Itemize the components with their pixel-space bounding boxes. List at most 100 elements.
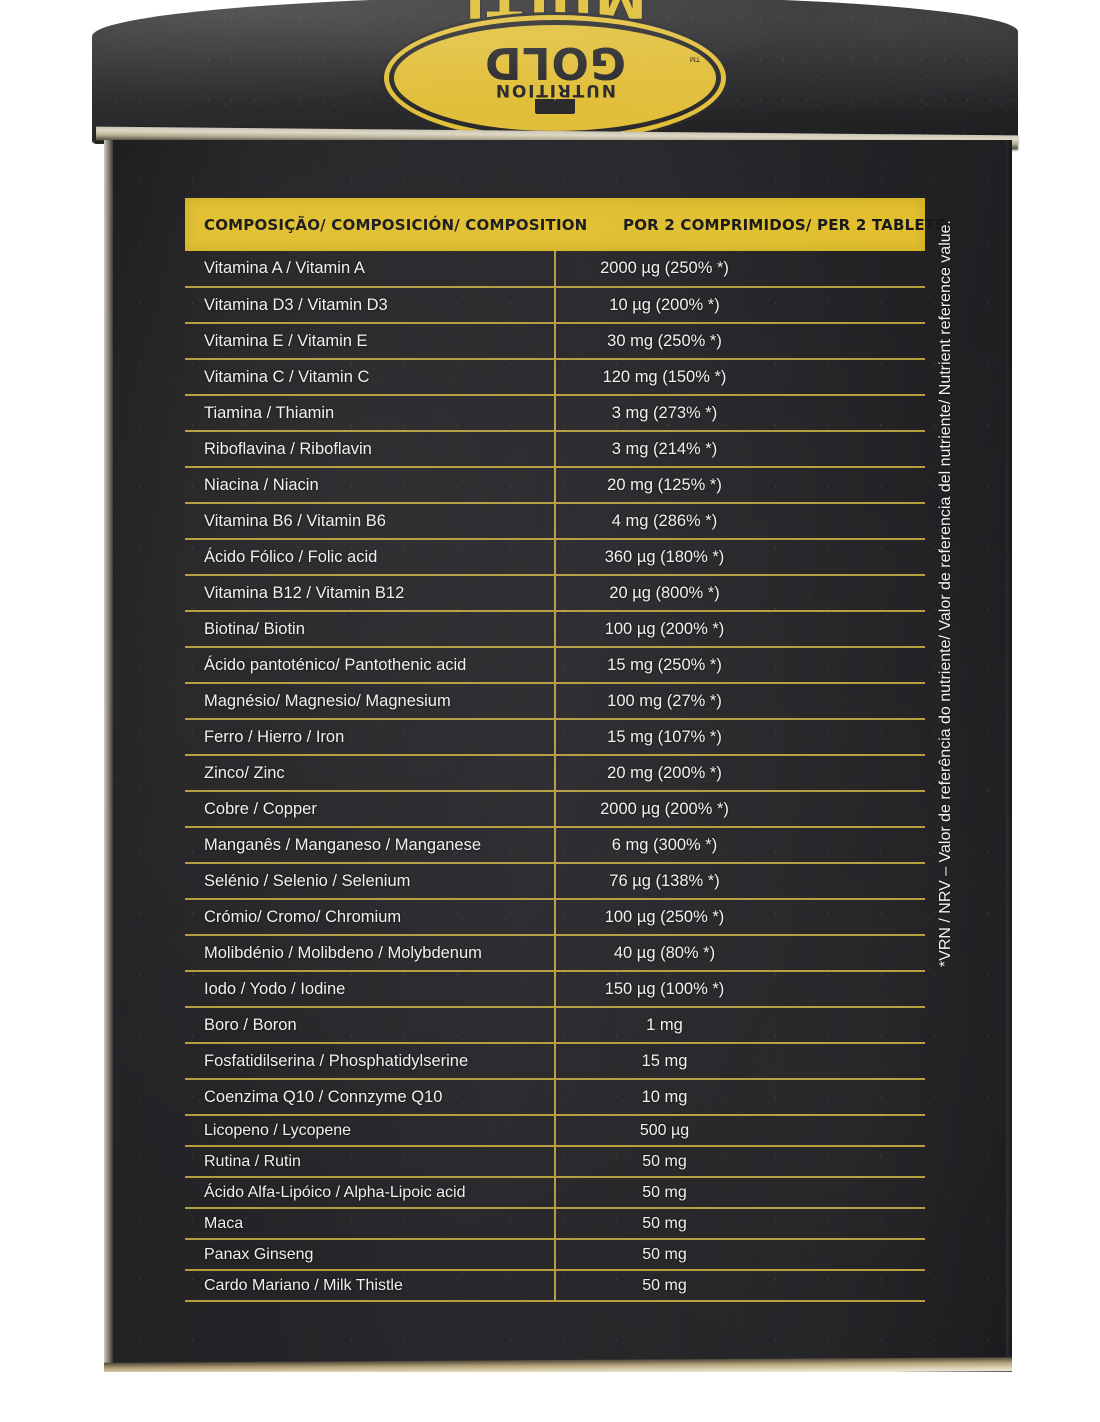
table-row: Vitamina B12 / Vitamin B12 20 µg (800% *) [185,575,925,612]
logo-trademark-text: TM [689,55,700,62]
nutrient-name: Cobre / Copper [185,791,556,828]
nutrient-name: Vitamina D3 / Vitamin D3 [185,287,556,324]
box-left-edge-highlight [104,140,113,1372]
nutrient-name: Licopeno / Lycopene [185,1115,556,1147]
nutrient-name: Biotina/ Biotin [185,611,556,648]
nutrient-name: Rutina / Rutin [185,1146,556,1178]
nutrient-name: Vitamina C / Vitamin C [185,359,556,396]
nutrient-name: Vitamina B6 / Vitamin B6 [185,503,556,540]
nutrient-name: Molibdénio / Molibdeno / Molybdenum [185,935,556,972]
nutrient-name: Ácido pantoténico/ Pantothenic acid [185,647,556,684]
nutrient-amount: 50 mg [555,1177,925,1209]
box-right-edge-shadow [1006,140,1012,1372]
table-row: Cobre / Copper 2000 µg (200% *) [185,791,925,828]
nutrient-amount: 20 mg (125% *) [555,467,925,504]
nutrient-amount: 15 mg [555,1043,925,1080]
table-row: Biotina/ Biotin 100 µg (200% *) [185,611,925,648]
nutrient-amount: 100 µg (250% *) [555,899,925,936]
nutrient-amount: 30 mg (250% *) [555,323,925,360]
nutrient-amount: 15 mg (107% *) [555,719,925,756]
table-row: Riboflavina / Riboflavin 3 mg (214% *) [185,431,925,468]
nutrient-name: Crómio/ Cromo/ Chromium [185,899,556,936]
table-row: Boro / Boron 1 mg [185,1007,925,1044]
logo-gold-text: GOLD [483,37,627,89]
table-row: Panax Ginseng 50 mg [185,1239,925,1271]
table-row: Fosfatidilserina / Phosphatidylserine 15 … [185,1043,925,1080]
nutrient-name: Manganês / Manganeso / Manganese [185,827,556,864]
nutrient-amount: 150 µg (100% *) [555,971,925,1008]
table-row: Manganês / Manganeso / Manganese 6 mg (30… [185,827,925,864]
nutrient-amount: 76 µg (138% *) [555,863,925,900]
table-row: Ácido Alfa-Lipóico / Alpha-Lipoic acid 50… [185,1177,925,1209]
table-header-band: COMPOSIÇÃO/ COMPOSICIÓN/ COMPOSITION POR… [185,198,946,251]
nutrient-name: Ferro / Hierro / Iron [185,719,556,756]
table-row: Zinco/ Zinc 20 mg (200% *) [185,755,925,792]
three-dots-emblem-icon [535,99,575,115]
nutrient-name: Magnésio/ Magnesio/ Magnesium [185,683,556,720]
nutrient-amount: 50 mg [555,1270,925,1302]
nutrient-amount: 3 mg (214% *) [555,431,925,468]
table-row: Coenzima Q10 / Connzyme Q10 10 mg [185,1079,925,1116]
nutrient-amount: 100 mg (27% *) [555,683,925,720]
nutrient-name: Cardo Mariano / Milk Thistle [185,1270,556,1302]
table-row: Vitamina D3 / Vitamin D3 10 µg (200% *) [185,287,925,324]
nutrient-name: Zinco/ Zinc [185,755,556,792]
nutrient-name: Panax Ginseng [185,1239,556,1271]
nutrient-amount: 2000 µg (200% *) [555,791,925,828]
nutrient-amount: 4 mg (286% *) [555,503,925,540]
table-row: Vitamina C / Vitamin C 120 mg (150% *) [185,359,925,396]
composition-table-panel: COMPOSIÇÃO/ COMPOSICIÓN/ COMPOSITION POR… [185,198,946,1302]
table-row: Cardo Mariano / Milk Thistle 50 mg [185,1270,925,1302]
nutrient-amount: 3 mg (273% *) [555,395,925,432]
nutrient-amount: 50 mg [555,1146,925,1178]
table-row: Ácido Fólico / Folic acid 360 µg (180% *) [185,539,925,576]
nutrient-amount: 20 mg (200% *) [555,755,925,792]
nutrient-amount: 500 µg [555,1115,925,1147]
table-row: Ferro / Hierro / Iron 15 mg (107% *) [185,719,925,756]
nutrient-amount: 120 mg (150% *) [555,359,925,396]
nutrient-name: Niacina / Niacin [185,467,556,504]
box-top-flap: MULTI NUTRITION GOLD TM [92,0,1018,144]
nutrient-name: Coenzima Q10 / Connzyme Q10 [185,1079,556,1116]
table-row: Vitamina B6 / Vitamin B6 4 mg (286% *) [185,503,925,540]
gold-nutrition-logo: NUTRITION GOLD TM [389,20,721,136]
nutrient-name: Fosfatidilserina / Phosphatidylserine [185,1043,556,1080]
table-row: Tiamina / Thiamin 3 mg (273% *) [185,395,925,432]
nutrient-name: Iodo / Yodo / Iodine [185,971,556,1008]
column-header-per-2-tablets: POR 2 COMPRIMIDOS/ PER 2 TABLETS [623,215,947,234]
nutrient-amount: 20 µg (800% *) [555,575,925,612]
nutrient-amount: 6 mg (300% *) [555,827,925,864]
nutrient-amount: 360 µg (180% *) [555,539,925,576]
nutrient-amount: 100 µg (200% *) [555,611,925,648]
table-row: Licopeno / Lycopene 500 µg [185,1115,925,1147]
nutrient-name: Ácido Alfa-Lipóico / Alpha-Lipoic acid [185,1177,556,1209]
nutrient-amount: 10 mg [555,1079,925,1116]
nutrient-name: Ácido Fólico / Folic acid [185,539,556,576]
nutrient-name: Maca [185,1208,556,1240]
table-row: Maca 50 mg [185,1208,925,1240]
nutrient-amount: 1 mg [555,1007,925,1044]
table-row: Vitamina E / Vitamin E 30 mg (250% *) [185,323,925,360]
table-row: Iodo / Yodo / Iodine 150 µg (100% *) [185,971,925,1008]
table-row: Magnésio/ Magnesio/ Magnesium 100 mg (27%… [185,683,925,720]
composition-table: Vitamina A / Vitamin A 2000 µg (250% *) V… [185,251,925,1302]
nutrient-amount: 2000 µg (250% *) [555,251,925,288]
nutrient-amount: 40 µg (80% *) [555,935,925,972]
table-row: Rutina / Rutin 50 mg [185,1146,925,1178]
nutrient-name: Selénio / Selenio / Selenium [185,863,556,900]
nutrient-name: Riboflavina / Riboflavin [185,431,556,468]
nutrient-name: Tiamina / Thiamin [185,395,556,432]
table-row: Selénio / Selenio / Selenium 76 µg (138% … [185,863,925,900]
nutrient-amount: 50 mg [555,1208,925,1240]
column-header-composition: COMPOSIÇÃO/ COMPOSICIÓN/ COMPOSITION [204,215,588,234]
nutrient-amount: 50 mg [555,1239,925,1271]
nutrient-amount: 15 mg (250% *) [555,647,925,684]
table-row: Molibdénio / Molibdeno / Molybdenum 40 µg… [185,935,925,972]
table-row: Crómio/ Cromo/ Chromium 100 µg (250% *) [185,899,925,936]
nrv-footnote: *VRN / NRV – Valor de referência do nutr… [937,220,971,1310]
box-front-face: COMPOSIÇÃO/ COMPOSICIÓN/ COMPOSITION POR… [104,140,1012,1372]
table-row: Vitamina A / Vitamin A 2000 µg (250% *) [185,251,925,288]
nrv-footnote-text: *VRN / NRV – Valor de referência do nutr… [937,220,954,968]
table-row: Niacina / Niacin 20 mg (125% *) [185,467,925,504]
